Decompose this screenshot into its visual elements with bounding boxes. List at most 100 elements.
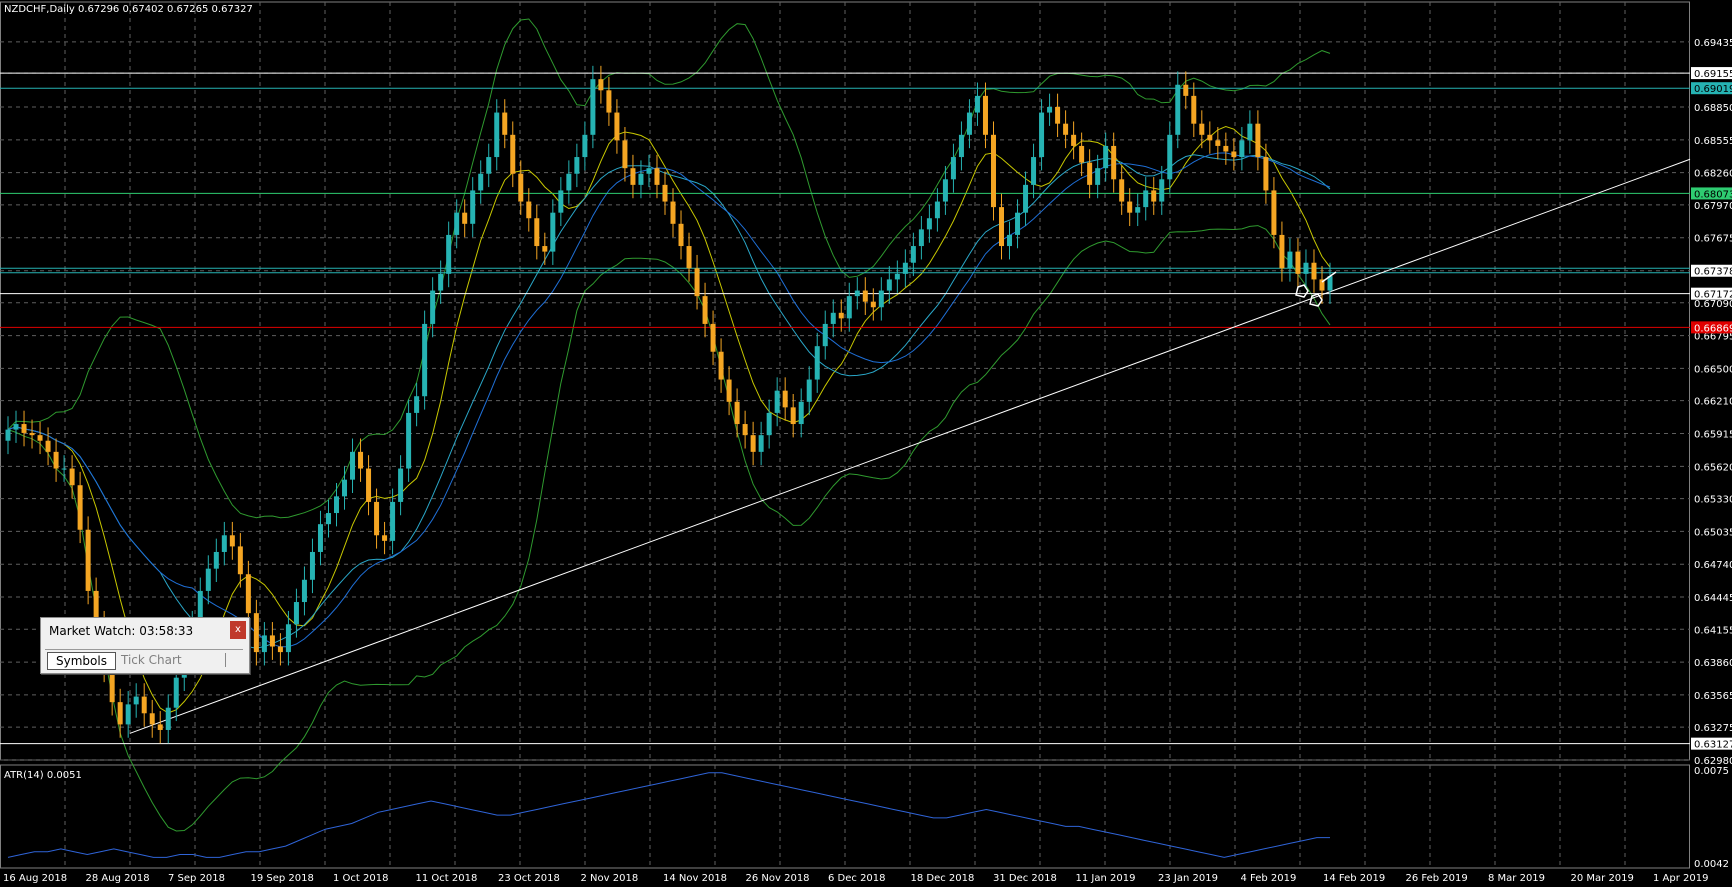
price-tag-label: 0.67378 bbox=[1694, 267, 1732, 278]
y-tick-label: 0.65915 bbox=[1694, 429, 1732, 440]
close-button[interactable]: x bbox=[230, 621, 246, 639]
y-tick-label: 0.67970 bbox=[1694, 201, 1732, 212]
x-tick-label: 23 Oct 2018 bbox=[498, 873, 560, 884]
candle-body bbox=[486, 157, 492, 174]
candle-body bbox=[261, 635, 267, 653]
candle-body bbox=[582, 134, 588, 158]
candle-body bbox=[526, 201, 532, 219]
candle-body bbox=[542, 246, 548, 252]
candle-body bbox=[325, 513, 331, 525]
candle-body bbox=[999, 207, 1005, 247]
x-tick-label: 1 Apr 2019 bbox=[1653, 873, 1708, 884]
tab-tick-chart[interactable]: Tick Chart bbox=[121, 653, 182, 667]
candle-body bbox=[285, 624, 291, 653]
y-tick-label: 0.68850 bbox=[1694, 103, 1732, 114]
candle-body bbox=[422, 323, 428, 397]
candle-body bbox=[61, 468, 67, 470]
y-tick-label: 0.68260 bbox=[1694, 169, 1732, 180]
candle-body bbox=[301, 579, 307, 603]
x-tick-label: 20 Mar 2019 bbox=[1571, 873, 1634, 884]
trendline-line bbox=[129, 158, 1691, 734]
price-tag-label: 0.67172 bbox=[1694, 290, 1732, 301]
price-tag bbox=[1691, 187, 1732, 200]
candle-body bbox=[886, 279, 892, 291]
candle-body bbox=[109, 668, 115, 703]
candle-body bbox=[1231, 151, 1237, 158]
candle-body bbox=[1055, 106, 1061, 124]
x-tick-label: 11 Jan 2019 bbox=[1076, 873, 1136, 884]
candle-body bbox=[558, 190, 564, 213]
x-tick-label: 11 Oct 2018 bbox=[416, 873, 478, 884]
candle-body bbox=[1319, 279, 1325, 291]
market-watch-window[interactable]: Market Watch: 03:58:33 x Symbols Tick Ch… bbox=[40, 617, 250, 674]
candle-body bbox=[934, 201, 940, 219]
candle-body bbox=[1143, 190, 1149, 208]
tab-divider bbox=[225, 653, 226, 667]
candle-body bbox=[494, 112, 500, 158]
candle-body bbox=[1263, 157, 1269, 191]
y-tick-label: 0.66210 bbox=[1694, 397, 1732, 408]
candle-body bbox=[1199, 123, 1205, 135]
candle-body bbox=[446, 234, 452, 274]
x-tick-label: 7 Sep 2018 bbox=[168, 873, 225, 884]
price-axis: 0.69435 0.69155 0.68850 0.68555 0.68260 0.679… bbox=[1691, 38, 1732, 767]
candle-body bbox=[982, 95, 988, 135]
candle-body bbox=[454, 212, 460, 235]
candle-body bbox=[358, 451, 364, 469]
price-tag bbox=[1691, 264, 1732, 277]
candle-body bbox=[966, 112, 972, 135]
x-tick-label: 6 Dec 2018 bbox=[828, 873, 886, 884]
candle-body bbox=[1159, 179, 1165, 202]
tab-symbols[interactable]: Symbols bbox=[47, 652, 116, 670]
price-tag bbox=[1691, 737, 1732, 750]
candle-body bbox=[1023, 184, 1029, 213]
candle-body bbox=[1279, 234, 1285, 269]
price-tag-label: 0.66869 bbox=[1694, 323, 1732, 334]
x-tick-label: 26 Feb 2019 bbox=[1406, 873, 1468, 884]
candle-body bbox=[77, 485, 83, 530]
candle-body bbox=[758, 435, 764, 452]
candle-body bbox=[502, 112, 508, 135]
candle-body bbox=[374, 501, 380, 536]
candle-body bbox=[790, 407, 796, 425]
price-tag bbox=[1691, 67, 1732, 80]
y-tick-label: 0.65620 bbox=[1694, 462, 1732, 473]
y-tick-label: 0.63565 bbox=[1694, 691, 1732, 702]
candle-body bbox=[1207, 134, 1213, 141]
candle-body bbox=[974, 95, 980, 113]
candle-body bbox=[662, 184, 668, 202]
horizontal-levels bbox=[0, 72, 1690, 745]
candle-body bbox=[342, 479, 348, 497]
candle-body bbox=[1287, 251, 1293, 269]
candle-body bbox=[21, 424, 27, 433]
candle-body bbox=[678, 223, 684, 247]
candle-body bbox=[846, 296, 852, 319]
candle-body bbox=[1031, 157, 1037, 185]
candle-body bbox=[1039, 112, 1045, 158]
bollinger-upper bbox=[7, 18, 1331, 519]
price-tag bbox=[1691, 82, 1732, 95]
candle-body bbox=[406, 412, 412, 469]
candle-body bbox=[710, 323, 716, 352]
candle-body bbox=[213, 551, 219, 569]
symbol-header: NZDCHF,Daily 0.67296 0.67402 0.67265 0.6… bbox=[4, 4, 253, 15]
candle-body bbox=[157, 724, 163, 730]
candle-body bbox=[1079, 145, 1085, 163]
x-tick-label: 4 Feb 2019 bbox=[1241, 873, 1297, 884]
candle-body bbox=[430, 290, 436, 324]
candle-body bbox=[878, 290, 884, 308]
y-tick-label: 0.66500 bbox=[1694, 364, 1732, 375]
candle-body bbox=[1135, 207, 1141, 213]
candle-body bbox=[614, 112, 620, 141]
candle-body bbox=[165, 707, 171, 730]
candle-body bbox=[1183, 84, 1189, 96]
candle-body bbox=[197, 590, 203, 625]
candle-body bbox=[125, 704, 131, 725]
candle-body bbox=[550, 212, 556, 252]
x-tick-label: 23 Jan 2019 bbox=[1158, 873, 1218, 884]
candle-body bbox=[646, 168, 652, 174]
candle-body bbox=[470, 190, 476, 224]
candle-body bbox=[742, 424, 748, 436]
candle-body bbox=[854, 290, 860, 297]
